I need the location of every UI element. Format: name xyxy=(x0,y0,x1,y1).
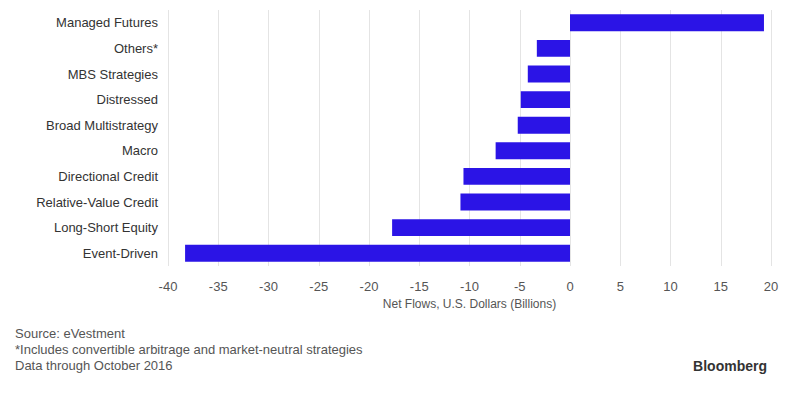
svg-text:-25: -25 xyxy=(309,279,328,294)
svg-text:Bloomberg: Bloomberg xyxy=(693,358,767,374)
svg-text:-40: -40 xyxy=(159,279,178,294)
svg-text:-15: -15 xyxy=(410,279,429,294)
svg-text:Data through October 2016: Data through October 2016 xyxy=(15,358,173,373)
svg-text:Net Flows, U.S. Dollars (Billi: Net Flows, U.S. Dollars (Billions) xyxy=(383,297,556,311)
svg-text:Broad Multistrategy: Broad Multistrategy xyxy=(46,118,158,133)
svg-text:-5: -5 xyxy=(514,279,526,294)
svg-text:Macro: Macro xyxy=(122,143,158,158)
svg-text:5: 5 xyxy=(617,279,624,294)
svg-text:MBS Strategies: MBS Strategies xyxy=(68,67,159,82)
svg-text:-35: -35 xyxy=(209,279,228,294)
svg-text:10: 10 xyxy=(663,279,677,294)
svg-text:Event-Driven: Event-Driven xyxy=(83,246,158,261)
svg-text:-10: -10 xyxy=(460,279,479,294)
svg-text:Relative-Value Credit: Relative-Value Credit xyxy=(36,195,158,210)
svg-text:Distressed: Distressed xyxy=(97,92,158,107)
svg-text:-20: -20 xyxy=(360,279,379,294)
svg-text:Long-Short Equity: Long-Short Equity xyxy=(54,220,159,235)
svg-text:Source: eVestment: Source: eVestment xyxy=(15,326,125,341)
svg-text:Directional Credit: Directional Credit xyxy=(58,169,158,184)
svg-text:Managed Futures: Managed Futures xyxy=(56,15,158,30)
svg-text:-30: -30 xyxy=(259,279,278,294)
svg-text:0: 0 xyxy=(566,279,573,294)
svg-text:15: 15 xyxy=(714,279,728,294)
svg-text:Others*: Others* xyxy=(114,41,158,56)
svg-text:*Includes convertible arbitrag: *Includes convertible arbitrage and mark… xyxy=(15,342,363,357)
svg-text:20: 20 xyxy=(764,279,778,294)
